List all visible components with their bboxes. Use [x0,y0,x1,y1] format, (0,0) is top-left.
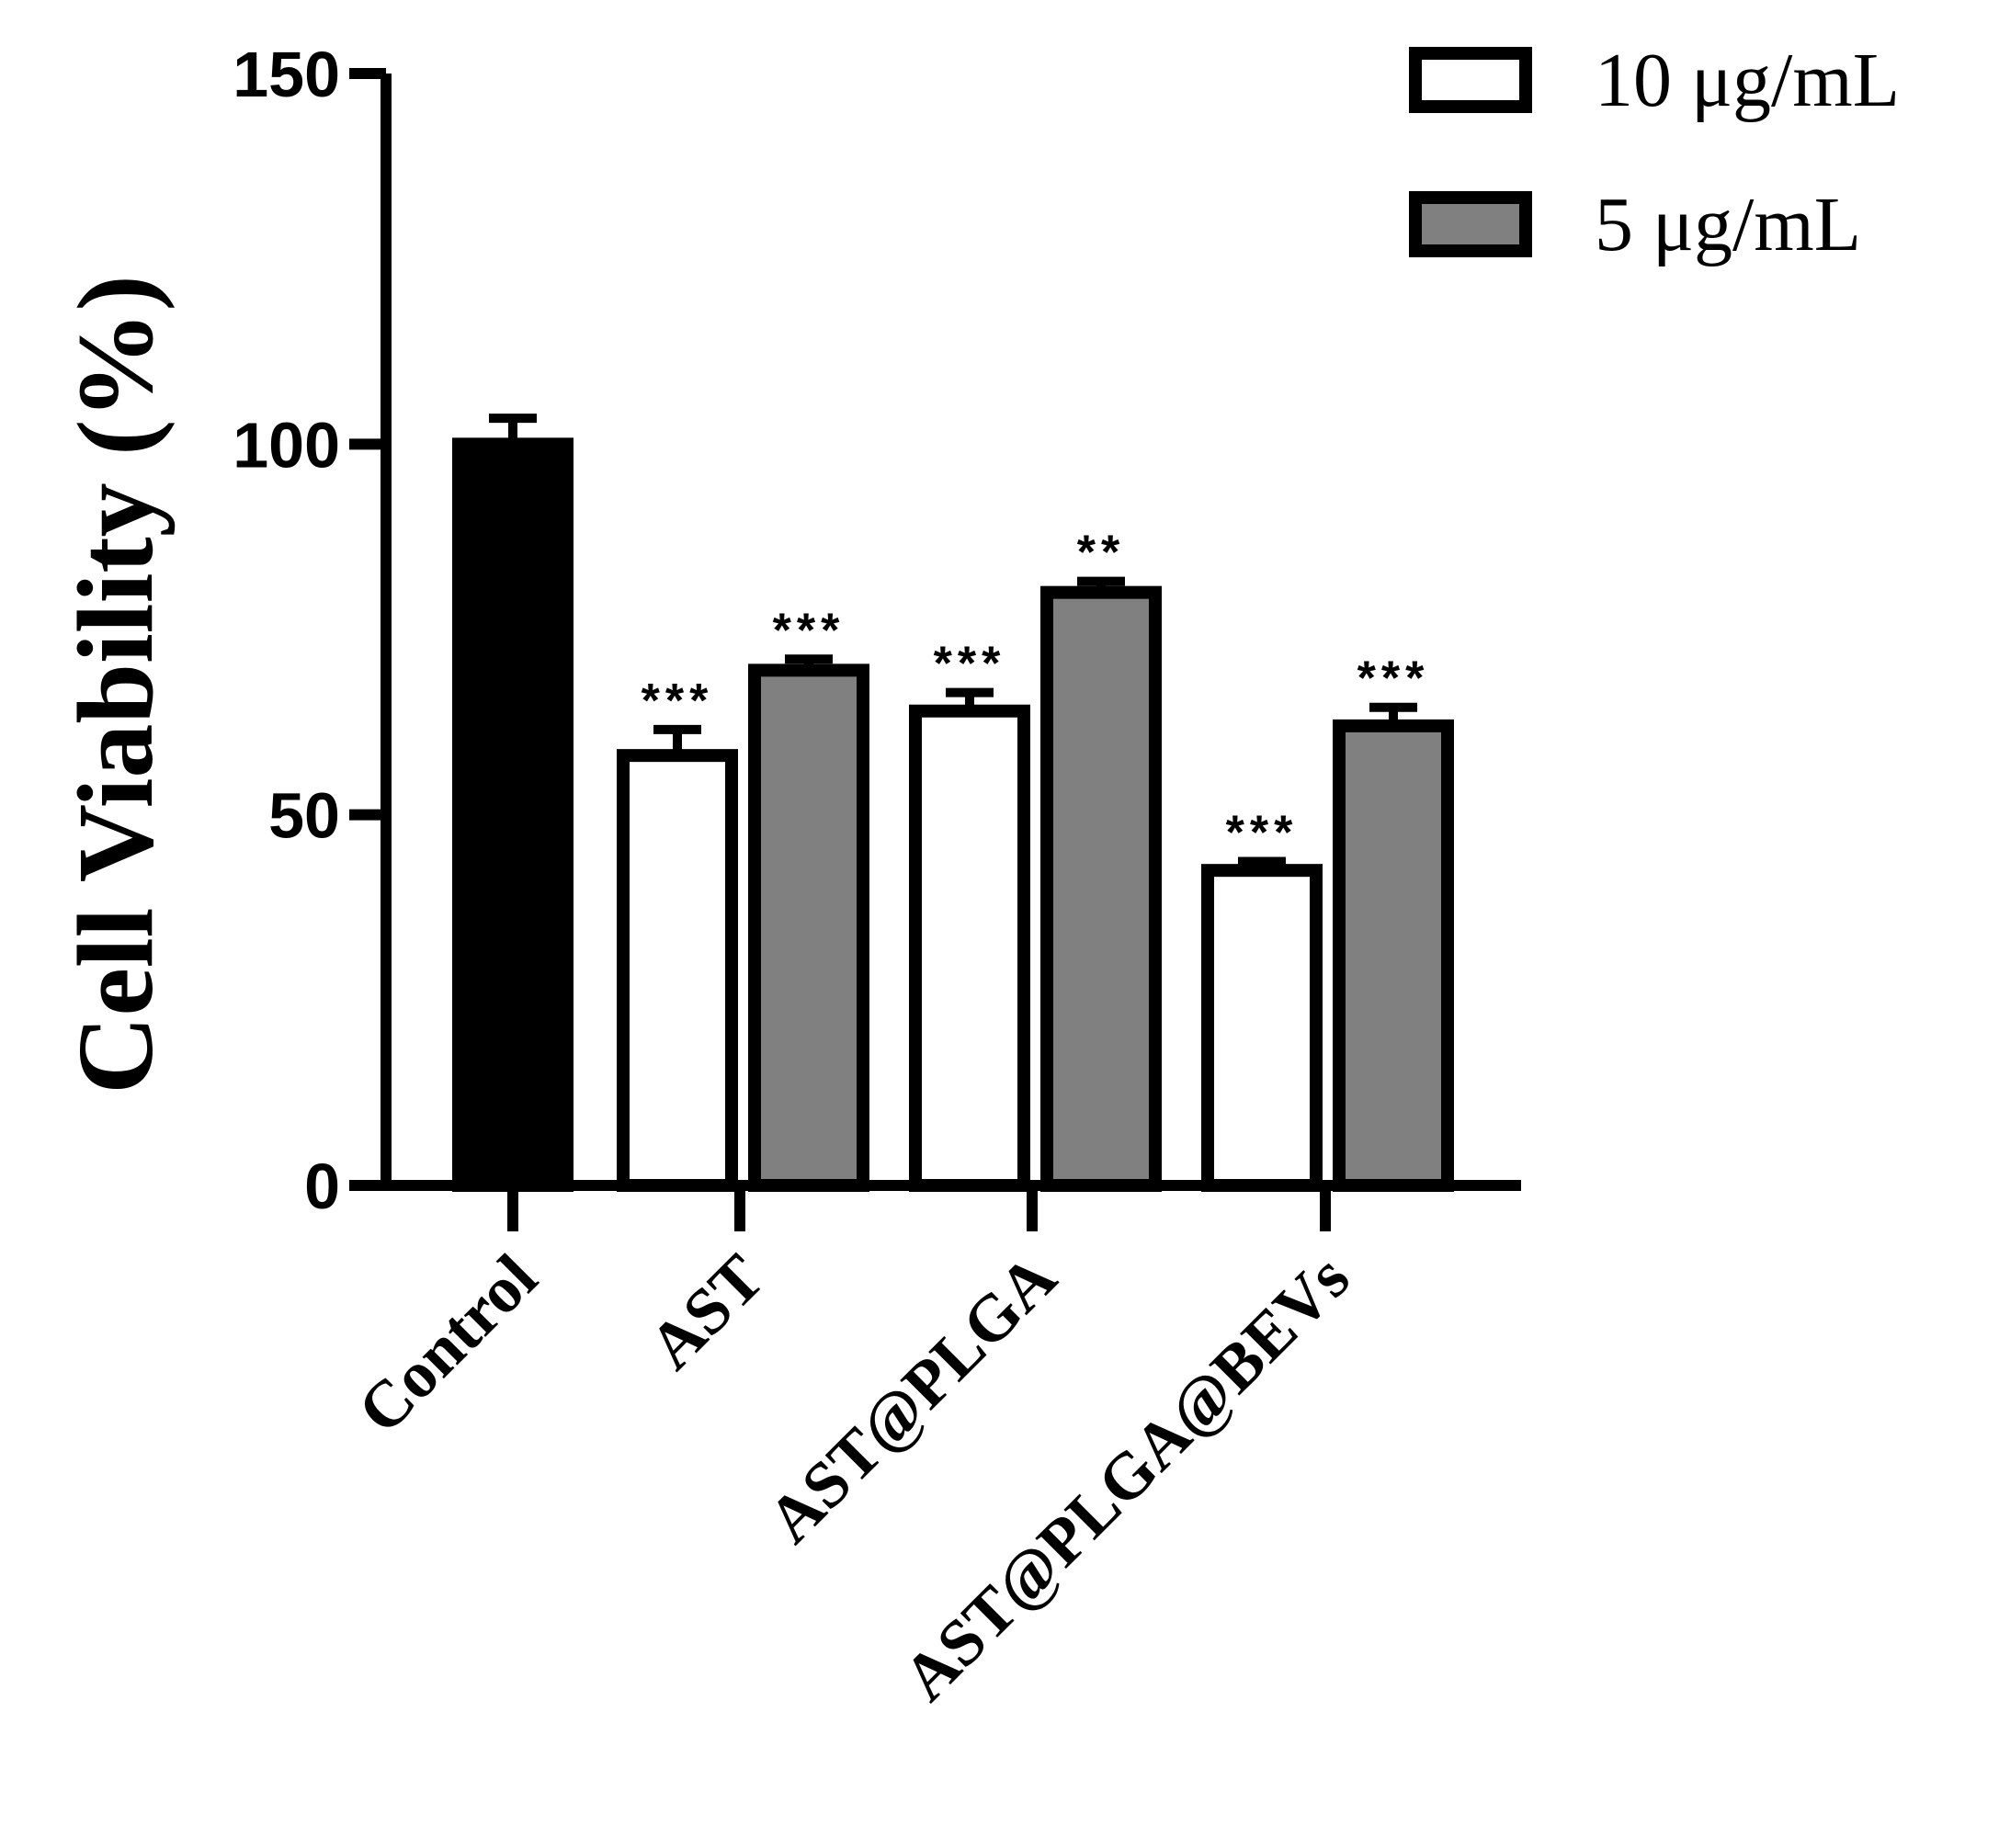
significance-label-ast-plga-10-g-ml: *** [934,638,1006,691]
y-tick-label-0: 0 [304,1151,340,1222]
bars-layer [452,414,1454,1193]
axes-layer [349,68,1521,1231]
legend-swatch-5-g-ml [1409,191,1532,257]
y-axis-title: Cell Viability (%) [55,275,176,1094]
bar-ast-plga-5-g-ml [1040,585,1162,1192]
significance-label-ast-plga-5-g-ml: ** [1077,527,1125,580]
y-tick-label-100: 100 [233,409,340,481]
legend-swatch-10-g-ml [1409,47,1532,113]
x-tick-label-control: Control [344,1241,551,1447]
legend: 10 μg/mL 5 μg/mL [1409,38,1900,267]
significance-label-ast-10-g-ml: *** [642,675,714,728]
legend-label-10-g-ml: 10 μg/mL [1595,38,1900,123]
bar-ast-plga-bevs-5-g-ml [1333,719,1454,1192]
x-tick-label-ast: AST [635,1241,778,1384]
bar-ast-plga-10-g-ml [909,704,1030,1192]
significance-label-ast-5-g-ml: *** [773,604,846,657]
bar-ast-10-g-ml [617,749,738,1193]
bar-ast-plga-bevs-10-g-ml [1201,864,1323,1193]
significance-label-ast-plga-bevs-5-g-ml: *** [1357,652,1430,706]
bar-ast-5-g-ml [748,663,869,1192]
bar-control-control [452,437,574,1193]
y-tick-label-50: 50 [268,780,340,852]
x-tick-label-ast-plga: AST@PLGA [754,1241,1070,1557]
significance-label-ast-plga-bevs-10-g-ml: *** [1226,806,1299,859]
y-tick-label-150: 150 [233,39,340,110]
legend-label-5-g-ml: 5 μg/mL [1595,182,1861,267]
